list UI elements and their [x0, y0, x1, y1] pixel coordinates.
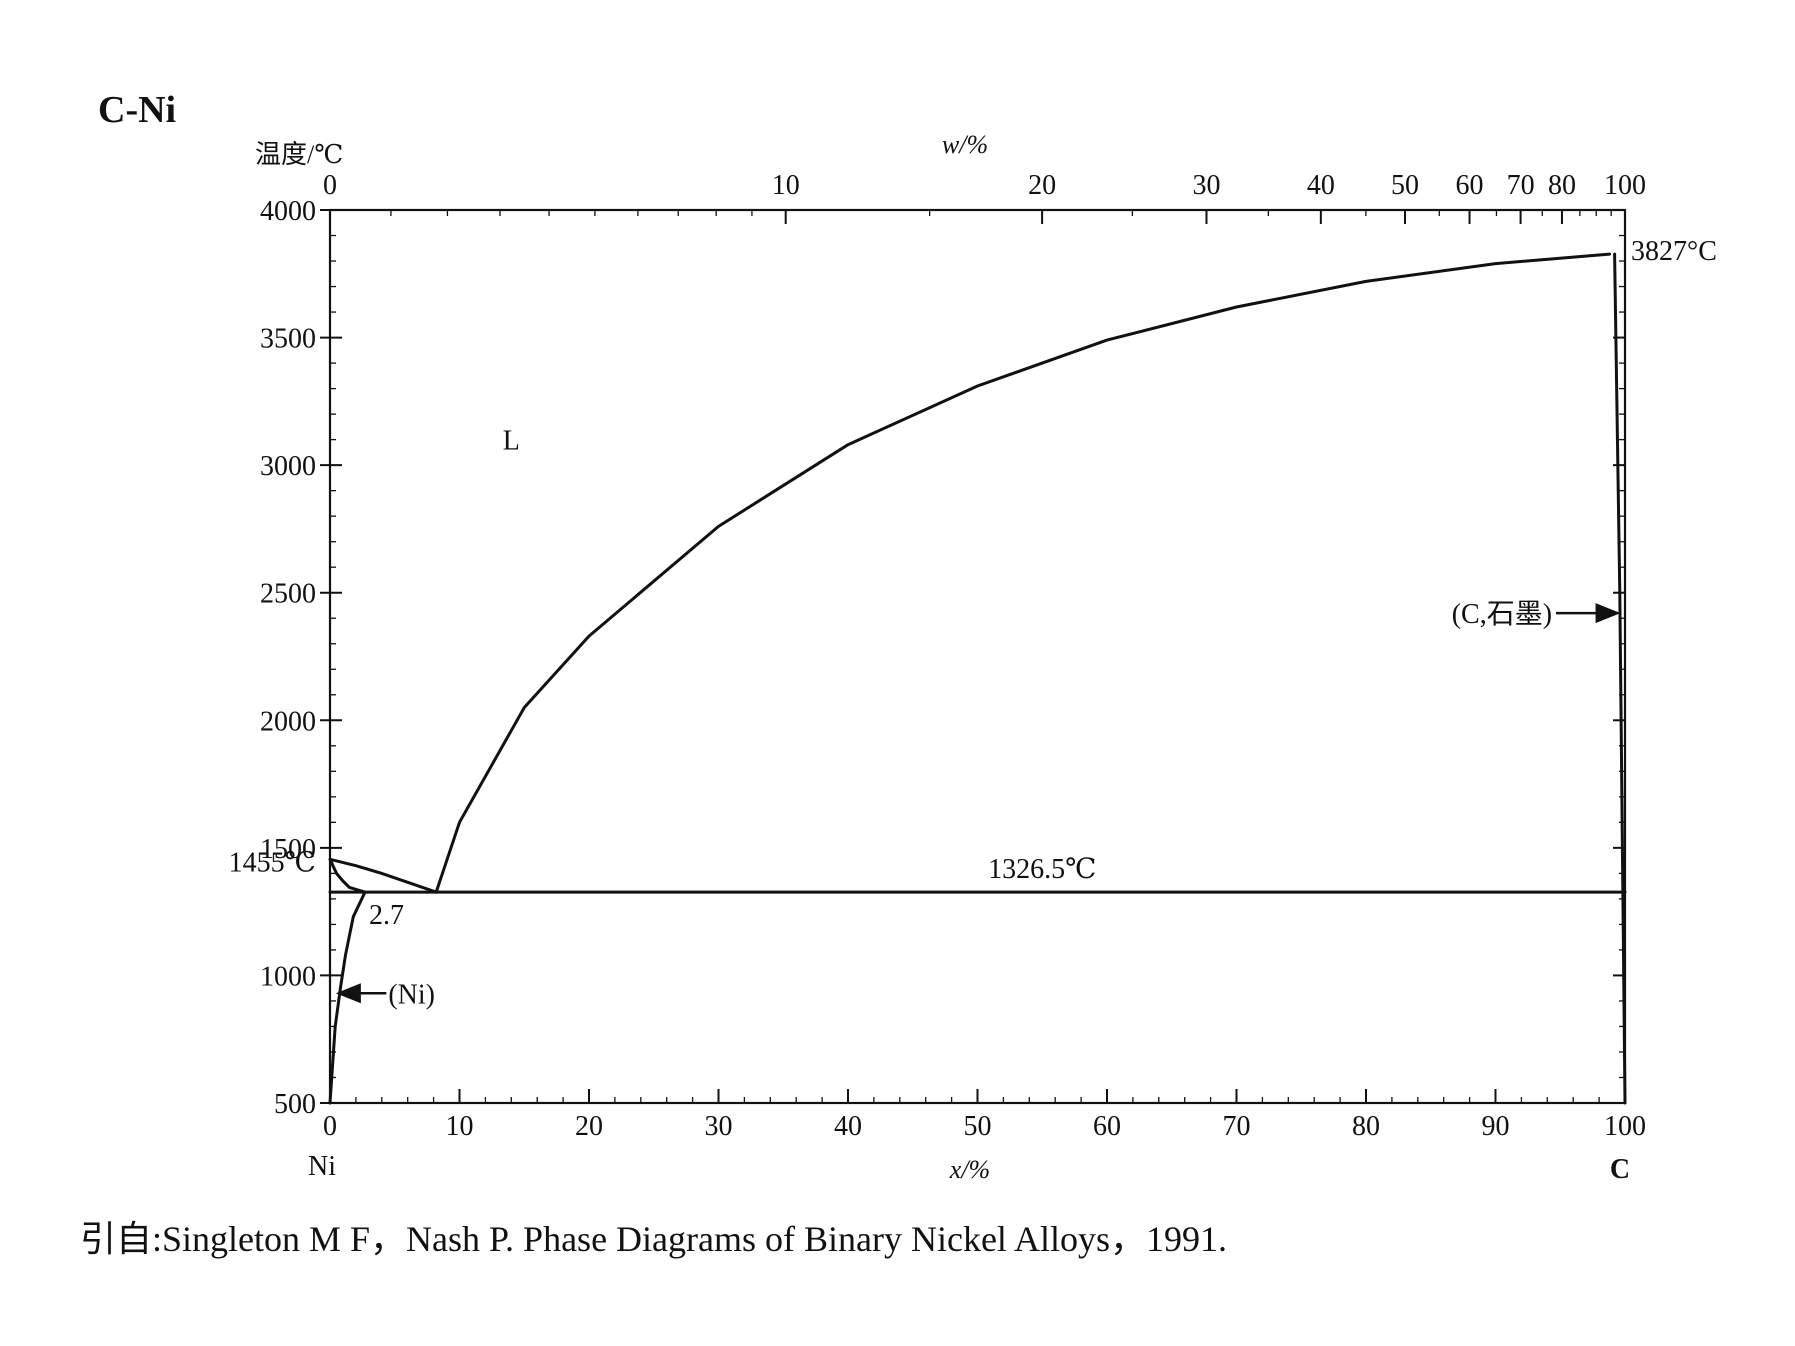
x-axis-title: x/%	[949, 1155, 990, 1184]
x-tick-label: 20	[575, 1111, 603, 1142]
x-tick-label: 80	[1352, 1111, 1380, 1142]
ni-liquidus-line	[328, 857, 438, 894]
annotations: L 3827°C (C,石墨) 1326.5℃ 1455℃ 2.7 (Ni)	[229, 236, 1717, 1010]
graphite-melting-label: 3827°C	[1631, 236, 1717, 267]
eutectic-temperature-label: 1326.5℃	[988, 854, 1096, 885]
top-axis-ticks: 0 10 20 30 40 50 60 70 80 100	[323, 170, 1646, 224]
x-axis-ticks: 0 10 20 30 40 50 60 70 80 90 100	[323, 1089, 1646, 1142]
top-tick-label: 50	[1391, 170, 1419, 201]
ni-solvus-line	[328, 890, 367, 1105]
liquidus-line	[434, 252, 1611, 894]
phase-boundary-lines	[328, 252, 1627, 1105]
y-tick-label: 500	[274, 1089, 316, 1120]
x-tick-label: 60	[1093, 1111, 1121, 1142]
x-tick-label: 90	[1482, 1111, 1510, 1142]
top-tick-label: 100	[1604, 170, 1646, 201]
graphite-line	[1613, 252, 1627, 1105]
top-tick-label: 40	[1307, 170, 1335, 201]
top-tick-label: 30	[1192, 170, 1220, 201]
ni-melting-label: 1455℃	[229, 847, 316, 878]
x-tick-label: 70	[1223, 1111, 1251, 1142]
y-axis-title: 温度/℃	[255, 140, 343, 169]
x-tick-label: 100	[1604, 1111, 1646, 1142]
y-axis-ticks: 500 1000 1500 2000 2500 3000 3500 4000	[260, 196, 1625, 1120]
x-tick-label: 30	[705, 1111, 733, 1142]
top-tick-label: 60	[1456, 170, 1484, 201]
plot-frame	[328, 208, 1627, 1105]
top-axis-title: w/%	[942, 130, 988, 159]
top-tick-label: 70	[1507, 170, 1535, 201]
x-tick-label: 40	[834, 1111, 862, 1142]
ni-solidus-line	[328, 857, 367, 894]
eutectic-composition-label: 2.7	[369, 900, 404, 931]
y-tick-label: 2000	[260, 706, 316, 737]
x-tick-label: 0	[323, 1111, 337, 1142]
x-tick-label: 10	[446, 1111, 474, 1142]
x-end-label-c: C	[1610, 1154, 1630, 1185]
graphite-phase-label: (C,石墨)	[1452, 599, 1552, 630]
y-tick-label: 2500	[260, 579, 316, 610]
chart-title: C-Ni	[98, 89, 176, 131]
y-tick-label: 4000	[260, 196, 316, 227]
citation: 引自:Singleton M F，Nash P. Phase Diagrams …	[80, 1219, 1227, 1259]
y-tick-label: 3000	[260, 451, 316, 482]
top-tick-label: 0	[323, 170, 337, 201]
x-end-label-ni: Ni	[308, 1151, 336, 1182]
ni-phase-label: (Ni)	[388, 979, 435, 1010]
top-tick-label: 20	[1028, 170, 1056, 201]
y-tick-label: 3500	[260, 324, 316, 355]
top-tick-label: 10	[772, 170, 800, 201]
top-tick-label: 80	[1548, 170, 1576, 201]
y-tick-label: 1500	[260, 834, 316, 865]
minor-ticks	[330, 210, 1625, 1103]
phase-label-liquid: L	[503, 426, 520, 457]
x-tick-label: 50	[964, 1111, 992, 1142]
y-tick-label: 1000	[260, 961, 316, 992]
